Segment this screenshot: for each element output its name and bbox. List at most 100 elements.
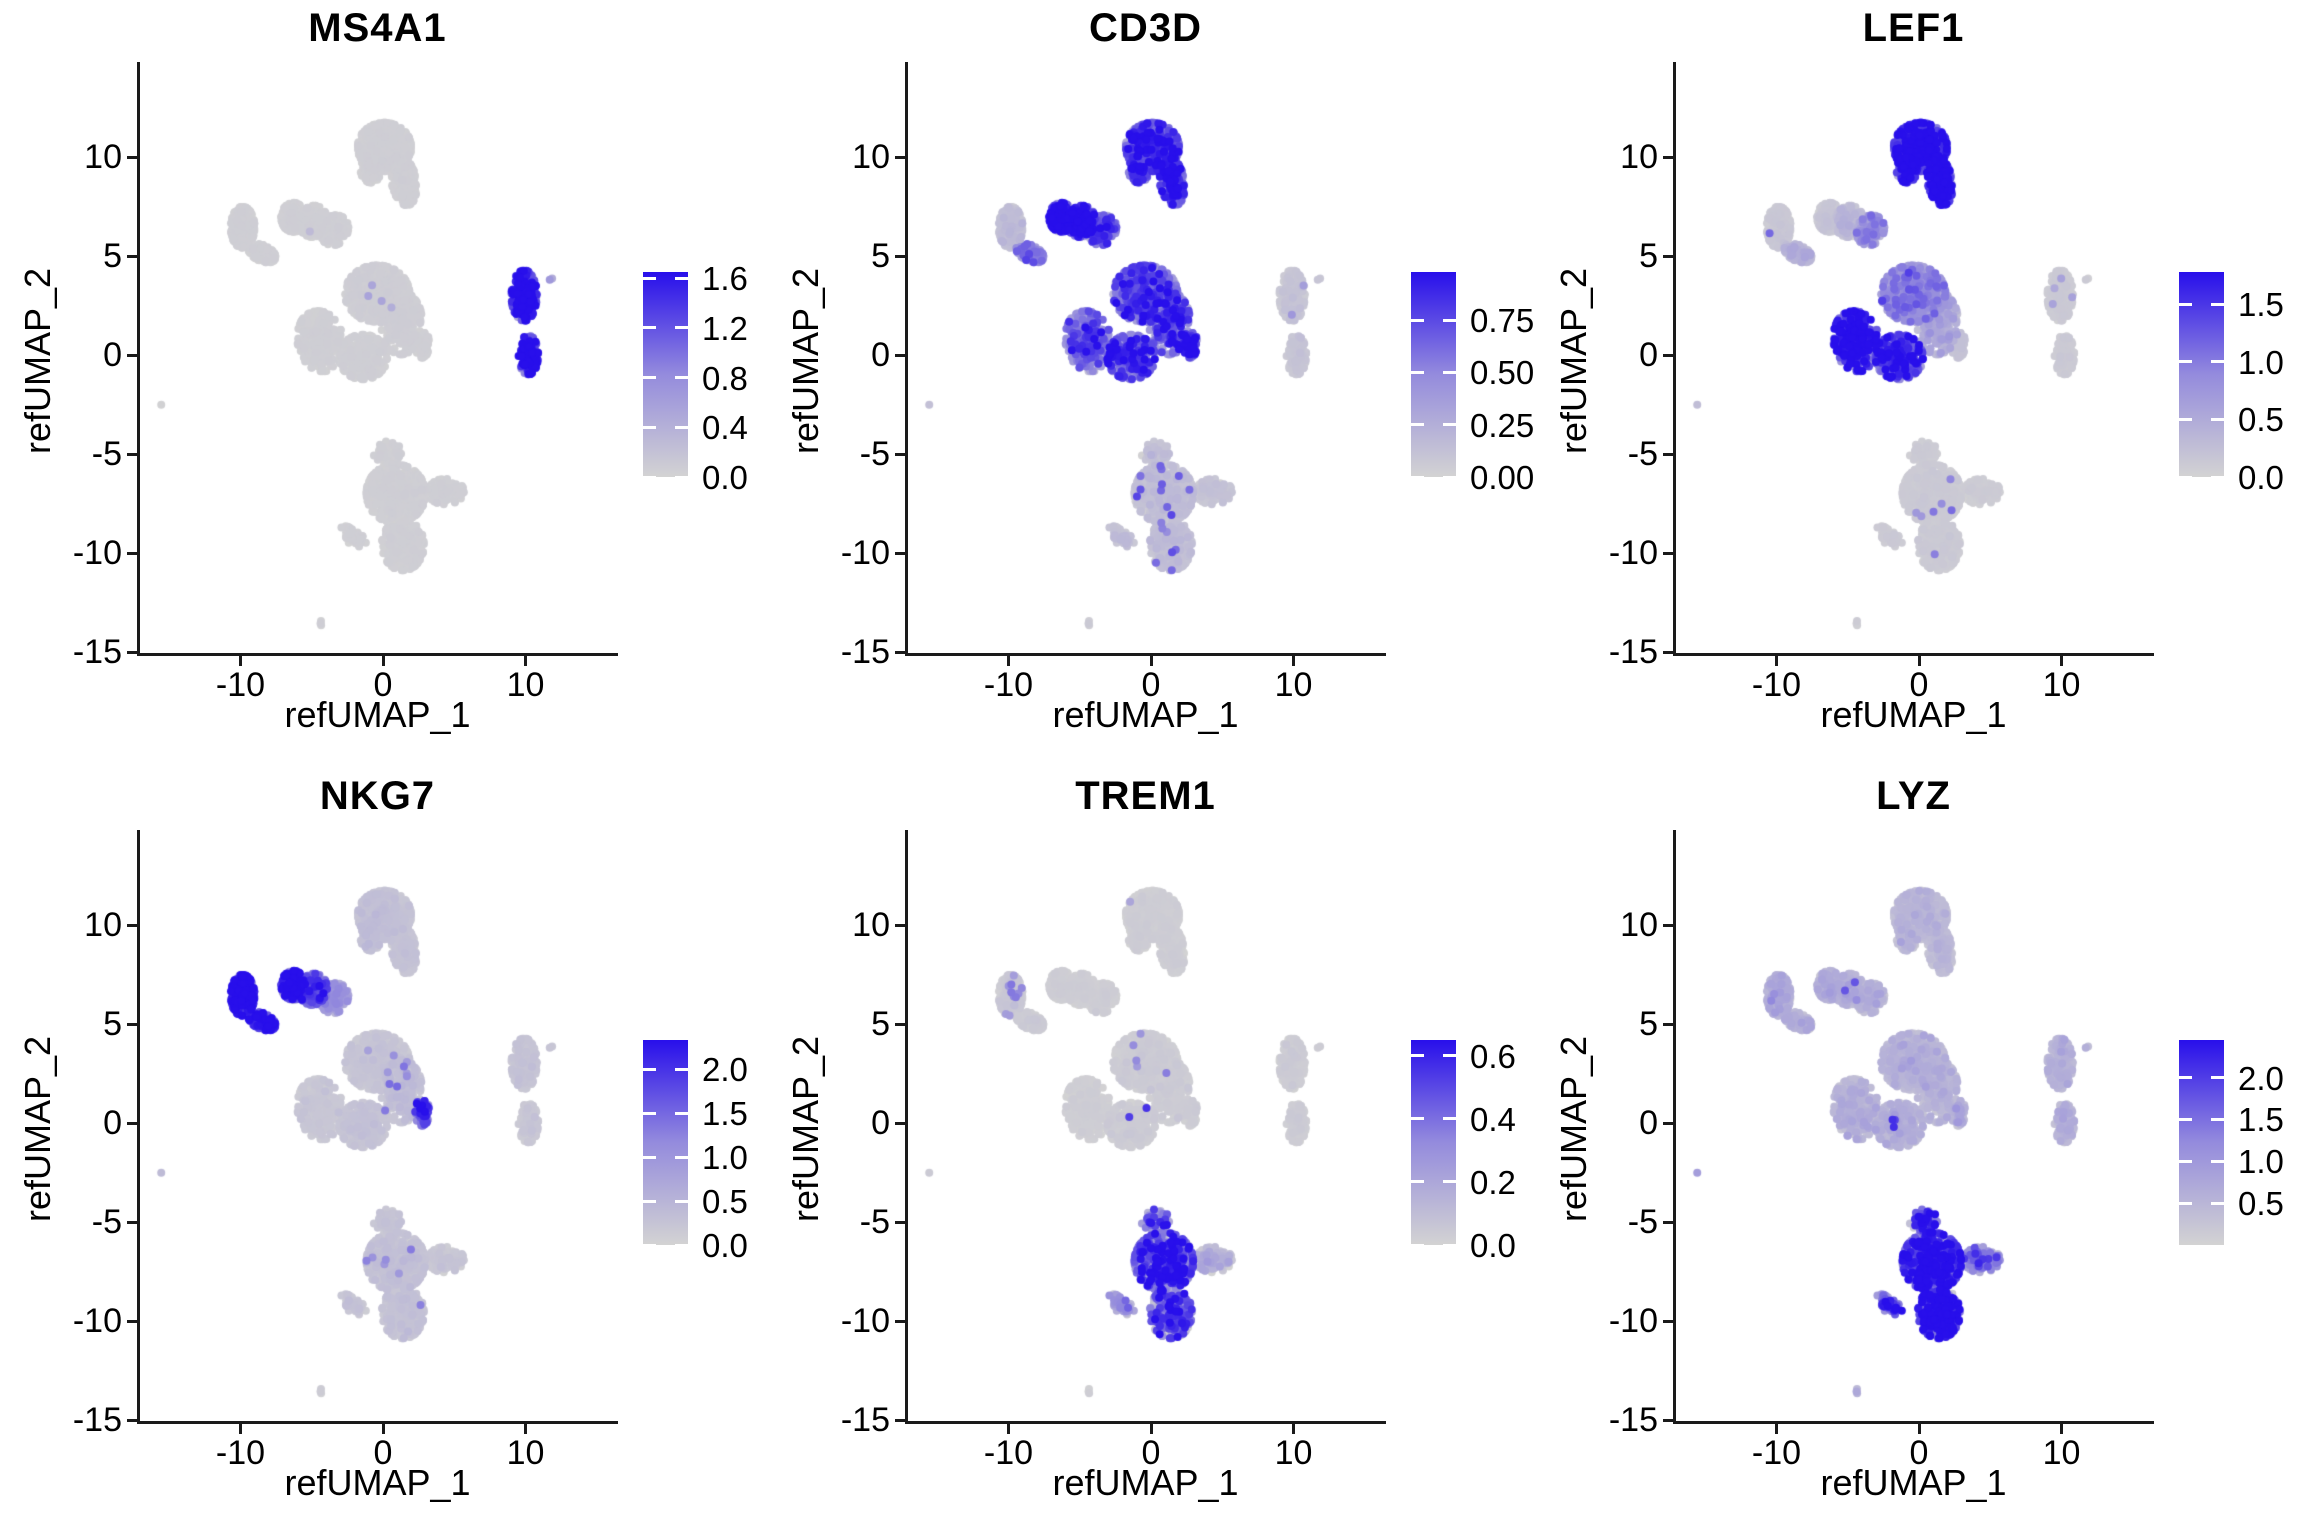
y-tick: [1663, 452, 1673, 456]
legend-tick-dash: [2211, 1117, 2224, 1121]
x-axis-label: refUMAP_1: [284, 694, 471, 735]
y-tick-label: -10: [840, 534, 890, 572]
legend-gradient-bar: [2179, 272, 2224, 477]
y-tick-label: 5: [1639, 237, 1658, 275]
x-tick: [1292, 1424, 1295, 1434]
umap-scatter-canvas: [140, 830, 615, 1421]
y-tick: [1663, 923, 1673, 927]
legend-tick-dash: [1443, 423, 1456, 427]
y-tick-label: 10: [852, 138, 890, 176]
legend-tick-dash: [2211, 302, 2224, 306]
x-tick: [1007, 1424, 1010, 1434]
y-tick: [127, 155, 137, 159]
y-tick: [1663, 353, 1673, 357]
legend-gradient-bar: [2179, 1040, 2224, 1245]
legend-tick-dash: [2211, 475, 2224, 479]
legend-tick-dash: [1411, 1117, 1424, 1121]
legend-tick-dash: [675, 1067, 688, 1071]
legend-tick-label: 1.2: [702, 309, 748, 347]
legend-tick-dash: [1443, 1054, 1456, 1058]
legend-tick-dash: [2179, 475, 2192, 479]
y-tick: [1663, 155, 1673, 159]
legend-gradient-bar: [643, 1040, 688, 1245]
x-tick-label: 10: [506, 1434, 545, 1472]
x-tick: [2060, 656, 2063, 666]
y-tick: [895, 1418, 905, 1422]
umap-scatter-canvas: [1676, 830, 2151, 1421]
legend-tick-dash: [1411, 475, 1424, 479]
y-tick: [895, 551, 905, 555]
y-tick: [127, 923, 137, 927]
legend-tick-dash: [675, 1243, 688, 1247]
legend-tick-dash: [1443, 1117, 1456, 1121]
y-tick-label: -5: [1627, 435, 1658, 473]
y-tick-label: 5: [871, 237, 890, 275]
legend-tick-dash: [643, 475, 656, 479]
x-tick: [1007, 656, 1010, 666]
y-tick-label: 0: [103, 1104, 122, 1142]
y-tick-label: -15: [840, 633, 890, 671]
y-tick: [127, 551, 137, 555]
y-tick: [127, 1418, 137, 1422]
y-tick-label: 5: [1639, 1005, 1658, 1043]
x-tick: [524, 656, 527, 666]
x-axis-line: [905, 1421, 1386, 1424]
legend-tick-label: 0.6: [1470, 1037, 1516, 1075]
x-axis-line: [905, 653, 1386, 656]
umap-scatter-canvas: [908, 830, 1383, 1421]
y-tick-label: -10: [72, 1302, 122, 1340]
umap-scatter-canvas: [1676, 62, 2151, 653]
y-tick-label: -10: [72, 534, 122, 572]
legend-tick-dash: [643, 276, 656, 280]
panel-title: MS4A1: [308, 6, 447, 50]
y-tick: [127, 1319, 137, 1323]
legend-tick-dash: [643, 326, 656, 330]
y-tick-label: -5: [1627, 1203, 1658, 1241]
panel-title: TREM1: [1075, 774, 1216, 818]
legend-tick-dash: [1443, 475, 1456, 479]
y-tick: [1663, 1319, 1673, 1323]
y-tick: [895, 650, 905, 654]
legend-tick-dash: [1411, 370, 1424, 374]
y-axis-line: [1673, 830, 1676, 1424]
y-tick-label: 10: [852, 906, 890, 944]
legend-tick-dash: [643, 376, 656, 380]
legend-tick-dash: [2211, 417, 2224, 421]
x-tick: [381, 656, 385, 666]
x-axis-line: [137, 1421, 618, 1424]
y-tick-label: -15: [840, 1401, 890, 1439]
y-tick: [895, 1220, 905, 1224]
x-tick: [1149, 656, 1153, 666]
y-tick: [895, 155, 905, 159]
legend-tick-dash: [675, 1155, 688, 1159]
y-tick-label: -15: [72, 1401, 122, 1439]
y-tick-label: 5: [871, 1005, 890, 1043]
legend-tick-label: 1.0: [2238, 1143, 2284, 1181]
legend-tick-label: 0.2: [1470, 1163, 1516, 1201]
legend-tick-dash: [1443, 1243, 1456, 1247]
x-tick-label: 10: [2042, 666, 2081, 704]
x-tick-label: 0: [1141, 666, 1161, 704]
legend-gradient-bar: [1411, 272, 1456, 477]
legend-tick-dash: [1443, 370, 1456, 374]
legend-tick-label: 0.0: [2238, 459, 2284, 496]
legend-tick-dash: [2179, 1117, 2192, 1121]
legend-tick-dash: [2179, 302, 2192, 306]
y-tick-label: 5: [103, 1005, 122, 1043]
legend-tick-dash: [643, 1155, 656, 1159]
y-axis-line: [905, 830, 908, 1424]
x-tick-label: -10: [1751, 1434, 1802, 1472]
x-tick-label: -10: [215, 1434, 266, 1472]
y-tick-label: -15: [72, 633, 122, 671]
y-tick-label: 10: [1620, 138, 1658, 176]
legend-tick-label: 0.0: [702, 1227, 748, 1264]
x-axis-line: [137, 653, 618, 656]
x-tick-label: 0: [373, 666, 393, 704]
legend-tick-label: 0.4: [1470, 1100, 1516, 1138]
legend-tick-label: 1.5: [2238, 286, 2284, 324]
feature-panel-trem1: TREM1 refUMAP_2 refUMAP_1 10 5 0 -5 -10 -15 -1…: [768, 768, 1536, 1536]
y-axis-line: [137, 62, 140, 656]
legend-tick-dash: [675, 425, 688, 429]
legend-tick-dash: [1443, 1180, 1456, 1184]
